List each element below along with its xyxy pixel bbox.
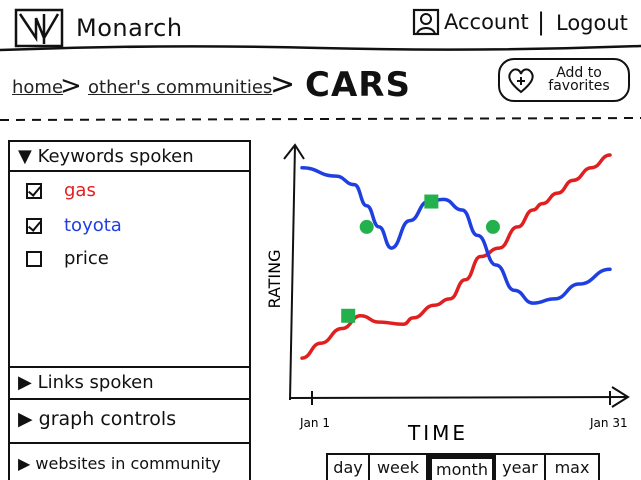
monarch-logo-icon — [14, 8, 64, 48]
keyword-label-gas: gas — [64, 180, 96, 201]
divider — [10, 442, 249, 444]
event-marker-1[interactable] — [341, 308, 356, 323]
y-axis-label: RATING — [265, 249, 284, 308]
sidebar-panel: ▼ Keywords spoken gas toyota price ▶ Lin… — [8, 140, 251, 480]
app-name: Monarch — [76, 14, 183, 42]
keyword-checkbox-toyota[interactable] — [26, 217, 42, 234]
triangle-right-icon: ▶ — [18, 454, 31, 473]
graph-controls-title: graph controls — [38, 408, 177, 430]
series-layer — [300, 153, 612, 360]
divider — [10, 398, 249, 400]
breadcrumb-chevron-icon-2: > — [270, 67, 296, 102]
event-marker-2[interactable] — [359, 219, 374, 234]
chart-axes — [283, 143, 630, 408]
keyword-label-price: price — [64, 248, 109, 269]
account-label: Account — [444, 10, 529, 34]
links-section-toggle[interactable]: ▶ Links spoken — [10, 372, 249, 393]
logout-link[interactable]: Logout — [556, 11, 628, 35]
keyword-item-toyota[interactable]: toyota — [26, 215, 122, 236]
user-icon — [412, 8, 440, 36]
keywords-title: Keywords spoken — [37, 146, 194, 167]
keyword-label-toyota: toyota — [64, 215, 122, 236]
x-tick-label-end: Jan 31 — [589, 416, 628, 430]
divider — [10, 366, 249, 368]
graph-controls-section-toggle[interactable]: ▶ graph controls — [10, 408, 249, 430]
series-line-toyota — [300, 165, 612, 305]
y-axis — [289, 144, 296, 401]
header-separator: | — [537, 8, 546, 36]
keyword-item-gas[interactable]: gas — [26, 180, 96, 201]
tab-week[interactable]: week — [370, 455, 428, 480]
breadcrumb-others-communities[interactable]: other's communities — [88, 77, 273, 98]
breadcrumb-home[interactable]: home — [12, 77, 64, 98]
keyword-checkbox-gas[interactable] — [26, 182, 42, 199]
keywords-section-toggle[interactable]: ▼ Keywords spoken — [10, 146, 249, 167]
page-title: CARS — [305, 65, 411, 105]
marker-layer — [341, 194, 500, 323]
x-axis-arrow-icon — [611, 386, 630, 408]
tab-day[interactable]: day — [328, 455, 370, 480]
account-link[interactable]: Account — [412, 8, 529, 36]
y-axis-arrow-icon — [283, 143, 305, 160]
triangle-down-icon: ▼ — [18, 146, 32, 167]
x-axis-label: TIME — [407, 421, 468, 445]
time-range-tabs: day week month year max — [326, 453, 600, 480]
breadcrumb-chevron-icon: > — [60, 71, 82, 101]
websites-section-toggle[interactable]: ▶ websites in community — [10, 454, 249, 473]
event-marker-4[interactable] — [485, 219, 500, 234]
x-axis — [289, 396, 629, 399]
x-tick-label-start: Jan 1 — [299, 416, 330, 430]
header-dividers — [0, 44, 641, 121]
keyword-checkbox-price[interactable] — [26, 250, 42, 267]
links-title: Links spoken — [37, 372, 154, 393]
series-line-gas — [300, 153, 612, 360]
tab-year[interactable]: year — [496, 455, 546, 480]
divider — [10, 170, 249, 172]
heart-plus-icon — [508, 68, 534, 94]
triangle-right-icon: ▶ — [18, 408, 33, 430]
add-to-favorites-label: Add to favorites — [548, 65, 610, 94]
event-marker-3[interactable] — [424, 194, 439, 209]
keyword-item-price[interactable]: price — [26, 248, 109, 269]
rating-over-time-chart: RATING TIME Jan 1 Jan 31 — [265, 143, 630, 445]
tab-month[interactable]: month — [428, 455, 496, 480]
tab-max[interactable]: max — [554, 458, 590, 477]
triangle-right-icon: ▶ — [18, 372, 32, 393]
add-to-favorites-button[interactable]: Add to favorites — [498, 58, 630, 102]
websites-title: websites in community — [35, 454, 221, 473]
monarch-logo[interactable] — [14, 8, 64, 48]
